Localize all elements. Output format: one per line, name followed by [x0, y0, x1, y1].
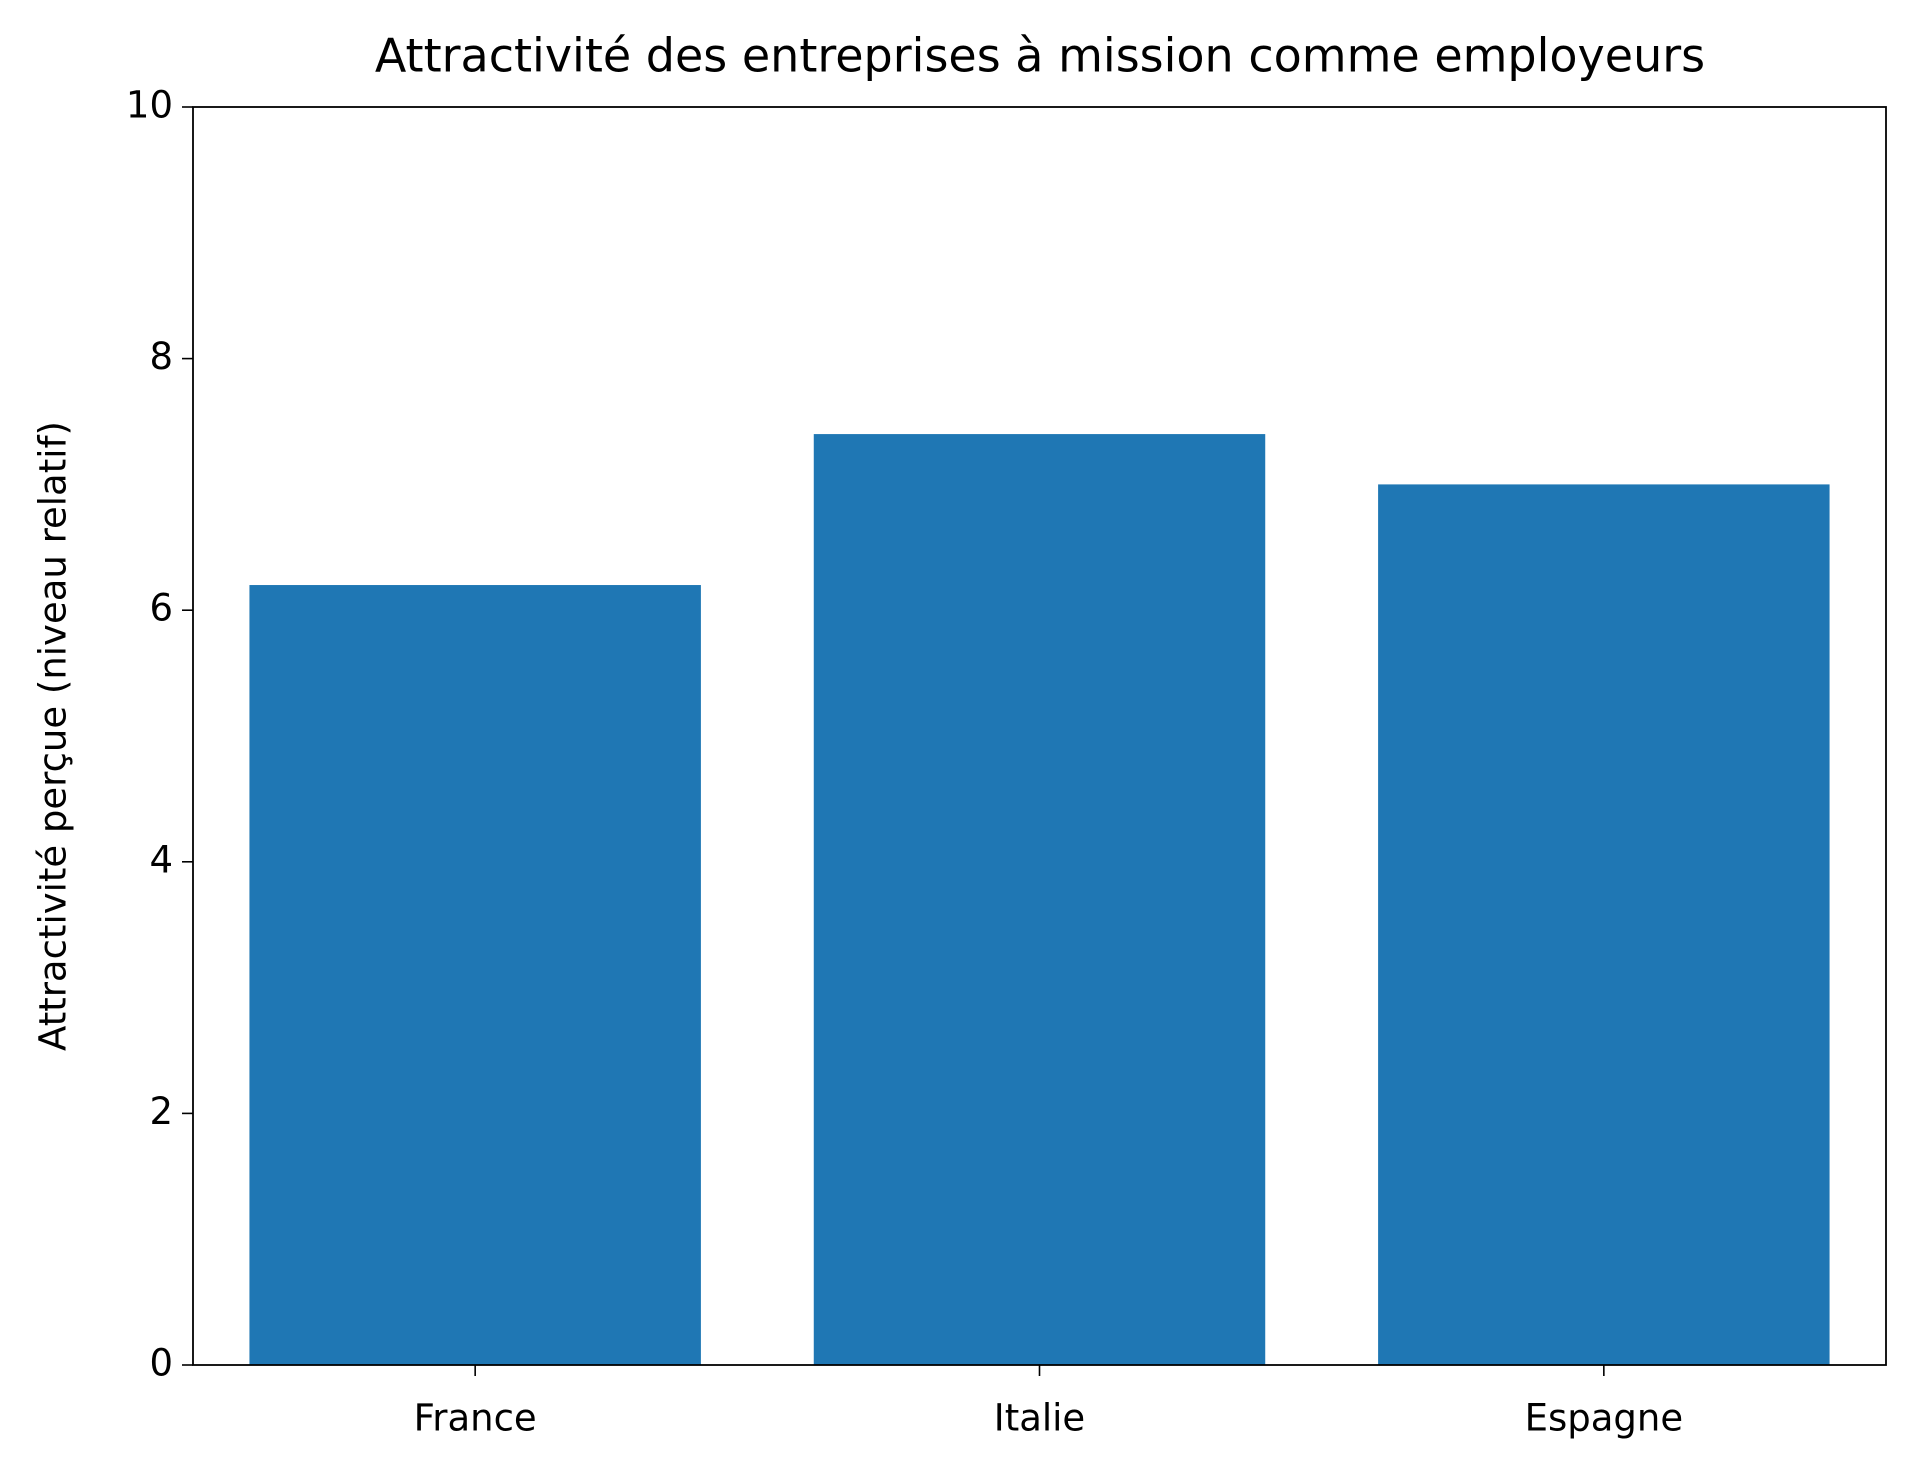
- y-tick-label: 6: [149, 587, 173, 630]
- y-tick-label: 10: [126, 84, 173, 127]
- x-tick-label: Italie: [994, 1397, 1085, 1440]
- y-tick-label: 2: [149, 1090, 173, 1133]
- y-tick-label: 8: [149, 335, 173, 378]
- y-axis-label: Attractivité perçue (niveau relatif): [32, 421, 75, 1051]
- bar: [1378, 484, 1830, 1365]
- bar: [249, 585, 701, 1365]
- y-tick-label: 0: [149, 1342, 173, 1385]
- bar: [813, 434, 1266, 1366]
- plot-frame: [192, 106, 1887, 1366]
- x-tick-label: Espagne: [1525, 1397, 1684, 1440]
- y-tick-label: 4: [149, 838, 173, 881]
- x-tick-label: France: [414, 1397, 537, 1440]
- chart-title: Attractivité des entreprises à mission c…: [375, 29, 1705, 83]
